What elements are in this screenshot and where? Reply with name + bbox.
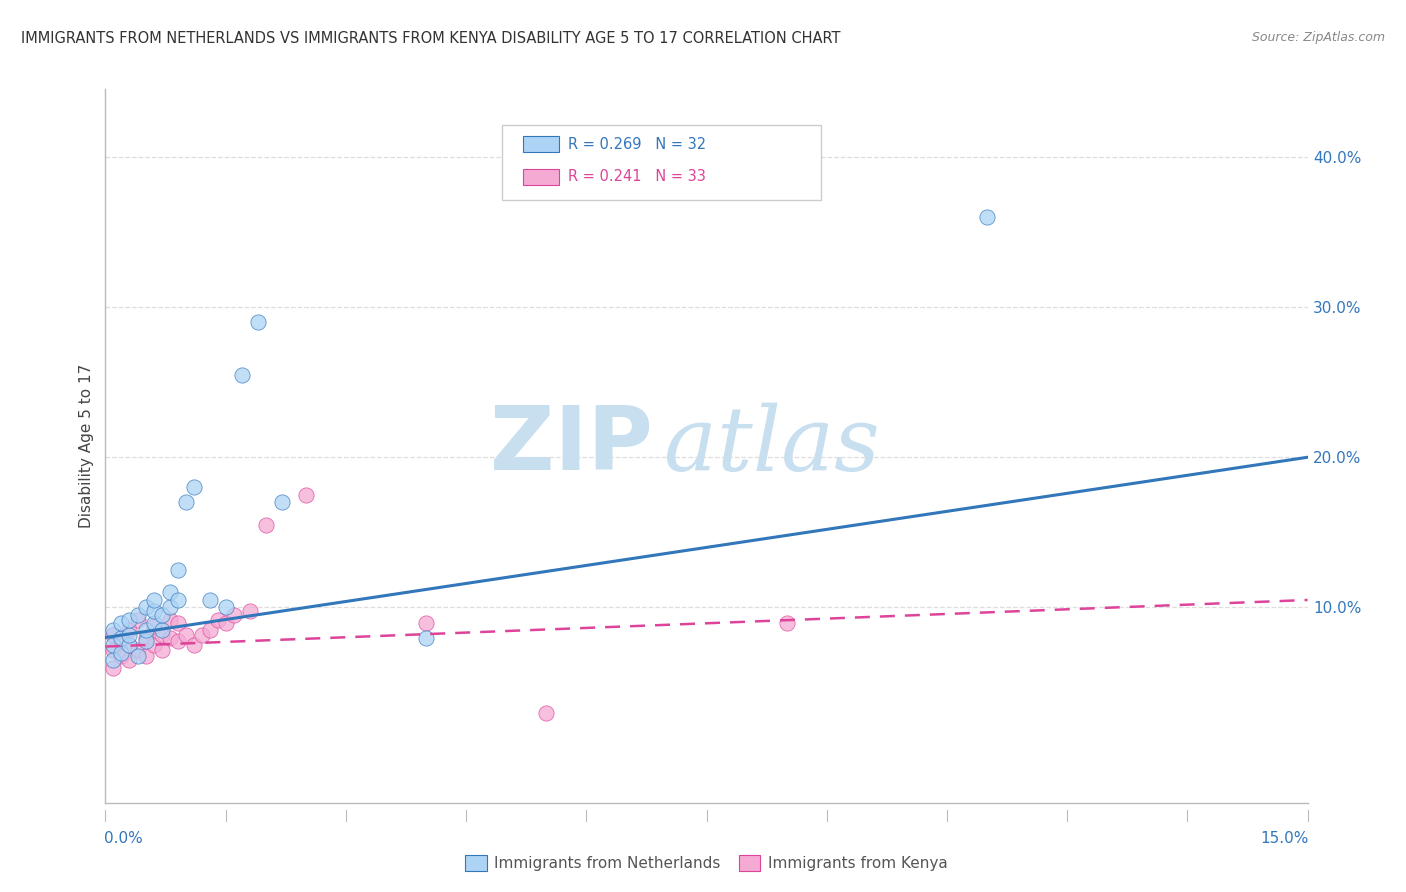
Point — [207, 613, 229, 627]
Point — [118, 638, 141, 652]
Y-axis label: Disability Age 5 to 17: Disability Age 5 to 17 — [79, 364, 94, 528]
Point — [166, 593, 188, 607]
Point — [174, 627, 197, 641]
Point — [118, 613, 141, 627]
Point — [118, 638, 141, 652]
Point — [135, 631, 157, 645]
Point — [142, 593, 165, 607]
Point — [159, 600, 181, 615]
Point — [150, 642, 173, 657]
Point — [254, 517, 277, 532]
Point — [103, 623, 125, 637]
Point — [214, 615, 236, 630]
Point — [183, 638, 205, 652]
Point — [103, 642, 125, 657]
Point — [150, 623, 173, 637]
Point — [142, 618, 165, 632]
Point — [198, 593, 221, 607]
Text: 0.0%: 0.0% — [104, 831, 143, 847]
Text: 15.0%: 15.0% — [1260, 831, 1309, 847]
Legend: Immigrants from Netherlands, Immigrants from Kenya: Immigrants from Netherlands, Immigrants … — [460, 849, 953, 877]
Point — [183, 480, 205, 494]
Point — [103, 638, 125, 652]
Point — [239, 603, 262, 617]
Text: Source: ZipAtlas.com: Source: ZipAtlas.com — [1251, 31, 1385, 45]
Point — [246, 315, 269, 329]
Point — [135, 648, 157, 663]
Point — [142, 603, 165, 617]
Point — [166, 615, 188, 630]
Point — [135, 623, 157, 637]
FancyBboxPatch shape — [502, 125, 821, 200]
Point — [198, 623, 221, 637]
Point — [222, 607, 245, 622]
Point — [166, 633, 188, 648]
Point — [103, 627, 125, 641]
Point — [231, 368, 253, 382]
Point — [127, 642, 149, 657]
Point — [110, 615, 132, 630]
FancyBboxPatch shape — [523, 136, 558, 152]
Point — [110, 633, 132, 648]
Point — [150, 627, 173, 641]
Point — [127, 648, 149, 663]
Point — [142, 638, 165, 652]
Point — [159, 613, 181, 627]
Point — [214, 600, 236, 615]
Point — [776, 615, 799, 630]
Point — [135, 633, 157, 648]
Point — [190, 627, 212, 641]
Point — [127, 607, 149, 622]
Text: R = 0.269   N = 32: R = 0.269 N = 32 — [568, 136, 706, 152]
Point — [118, 623, 141, 637]
Point — [103, 653, 125, 667]
FancyBboxPatch shape — [523, 169, 558, 185]
Point — [150, 607, 173, 622]
Point — [159, 631, 181, 645]
Point — [135, 600, 157, 615]
Point — [174, 495, 197, 509]
Point — [159, 585, 181, 599]
Point — [534, 706, 557, 720]
Text: ZIP: ZIP — [489, 402, 652, 490]
Point — [110, 648, 132, 663]
Point — [118, 627, 141, 641]
Point — [415, 631, 437, 645]
Point — [142, 615, 165, 630]
Point — [295, 488, 318, 502]
Point — [270, 495, 292, 509]
Point — [118, 653, 141, 667]
Point — [110, 631, 132, 645]
Text: atlas: atlas — [665, 402, 880, 490]
Point — [127, 613, 149, 627]
Point — [166, 563, 188, 577]
Text: IMMIGRANTS FROM NETHERLANDS VS IMMIGRANTS FROM KENYA DISABILITY AGE 5 TO 17 CORR: IMMIGRANTS FROM NETHERLANDS VS IMMIGRANT… — [21, 31, 841, 46]
Point — [415, 615, 437, 630]
Point — [110, 646, 132, 660]
Point — [976, 210, 998, 224]
Text: R = 0.241   N = 33: R = 0.241 N = 33 — [568, 169, 706, 185]
Point — [103, 660, 125, 674]
